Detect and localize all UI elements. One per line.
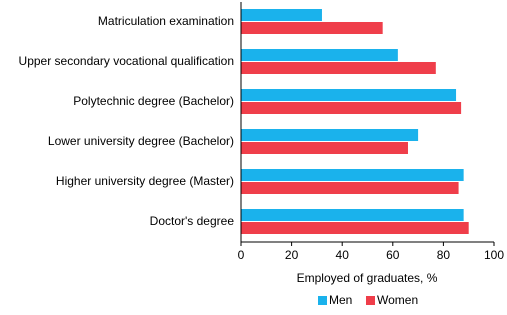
bar [241,222,469,234]
x-axis-label: Employed of graduates, % [297,271,438,285]
y-tick-label: Higher university degree (Master) [56,174,234,188]
bar [241,49,398,61]
bar [241,22,383,34]
x-tick-label: 0 [238,248,245,262]
y-tick-label: Lower university degree (Bachelor) [48,134,234,148]
bar [241,102,462,114]
bar [241,89,457,101]
x-tick-label: 80 [437,248,451,262]
bar [241,169,464,181]
bar [241,209,464,221]
bar [241,182,459,194]
bar [241,142,408,154]
legend-swatch [318,296,327,305]
bar [241,62,436,74]
y-tick-label: Upper secondary vocational qualification [19,54,234,68]
y-tick-label: Polytechnic degree (Bachelor) [73,94,234,108]
legend-label: Men [329,293,352,307]
x-tick-label: 60 [386,248,400,262]
bar [241,129,419,141]
legend-swatch [366,296,375,305]
x-tick-label: 20 [285,248,299,262]
y-tick-label: Matriculation examination [98,14,234,28]
x-tick-label: 40 [336,248,350,262]
x-tick-label: 100 [484,248,504,262]
bar [241,9,322,21]
legend-label: Women [377,293,418,307]
y-tick-label: Doctor's degree [150,214,235,228]
